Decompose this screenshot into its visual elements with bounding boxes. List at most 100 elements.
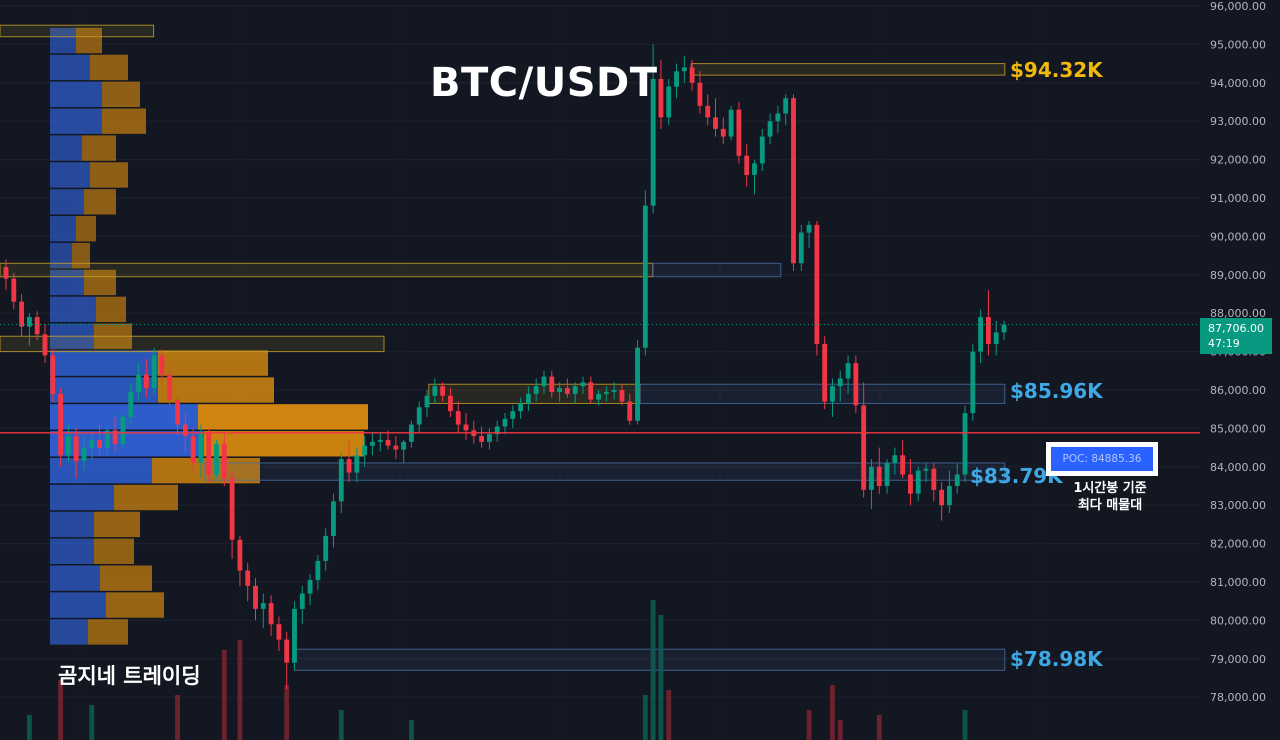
- axis-tick-label: 82,000.00: [1210, 538, 1266, 551]
- candle-body: [658, 78, 664, 118]
- candle-body: [307, 580, 313, 594]
- candle-body: [206, 432, 212, 475]
- candle-body: [720, 128, 726, 137]
- candle-body: [42, 334, 48, 356]
- level-label: $94.32K: [1010, 57, 1103, 82]
- volume-profile-buy-bar: [50, 377, 158, 403]
- candle-body: [175, 399, 180, 425]
- volume-profile-sell-bar: [102, 81, 140, 108]
- price-zone: [652, 262, 782, 278]
- price-axis[interactable]: 96,000.00 95,000.00 94,000.00 93,000.00 92,0…: [1210, 0, 1266, 704]
- volume-profile-buy-bar: [50, 54, 90, 81]
- axis-tick-label: 88,000.00: [1210, 307, 1266, 320]
- candle-body: [448, 395, 453, 412]
- candle-body: [65, 436, 71, 456]
- candle-body: [830, 386, 835, 402]
- candle-body: [502, 418, 508, 427]
- axis-tick-label: 94,000.00: [1210, 77, 1266, 90]
- axis-tick-label: 78,000.00: [1210, 691, 1266, 704]
- candle-body: [736, 109, 742, 156]
- candle-body: [190, 436, 196, 463]
- candle-body: [697, 82, 703, 106]
- volume-profile: [50, 27, 368, 645]
- volume-profile-buy-bar: [50, 108, 102, 134]
- candle-body: [557, 388, 562, 392]
- candle-body: [416, 407, 422, 425]
- candle-body: [728, 109, 734, 137]
- candle-body: [900, 455, 906, 475]
- volume-profile-buy-bar: [50, 27, 76, 54]
- candle-body: [11, 278, 17, 302]
- candle-body: [393, 445, 399, 450]
- axis-tick-label: 93,000.00: [1210, 115, 1266, 128]
- candle-body: [681, 67, 687, 72]
- candle-body: [354, 455, 360, 473]
- price-zone: [0, 24, 155, 38]
- candle-body: [705, 105, 711, 118]
- volume-profile-buy-bar: [50, 216, 76, 242]
- axis-tick-label: 80,000.00: [1210, 614, 1266, 627]
- price-zone: [0, 335, 385, 353]
- volume-bar: [642, 695, 648, 740]
- candle-body: [993, 332, 999, 344]
- candle-body: [401, 441, 407, 450]
- volume-profile-sell-bar: [90, 162, 128, 188]
- candle-body: [783, 98, 789, 114]
- watermark-label: 곰지네 트레이딩: [58, 664, 201, 688]
- volume-profile-buy-bar: [50, 538, 94, 564]
- candle-body: [923, 468, 929, 471]
- candle-body: [954, 474, 960, 486]
- level-label: $85.96K: [1010, 378, 1103, 403]
- candle-body: [603, 391, 609, 394]
- volume-bar: [837, 720, 843, 740]
- volume-profile-buy-bar: [50, 511, 94, 538]
- candle-body: [276, 624, 282, 640]
- candle-body: [861, 405, 867, 490]
- volume-profile-sell-bar: [84, 269, 116, 296]
- candle-body: [845, 363, 851, 379]
- axis-tick-label: 91,000.00: [1210, 192, 1266, 205]
- candle-body: [284, 639, 290, 663]
- volume-bar: [58, 680, 63, 740]
- level-label: $78.98K: [1010, 646, 1103, 671]
- candle-body: [744, 155, 750, 175]
- candle-body: [564, 388, 570, 394]
- candle-body: [596, 393, 601, 400]
- candle-body: [377, 439, 383, 442]
- candle-body: [260, 603, 266, 609]
- candle-body: [752, 163, 757, 175]
- candle-body: [588, 382, 594, 400]
- candle-body: [3, 267, 9, 279]
- candle-body: [915, 470, 921, 494]
- candle-body: [759, 136, 765, 164]
- candle-body: [315, 560, 321, 581]
- candle-body: [253, 585, 258, 609]
- volume-profile-sell-bar: [102, 108, 146, 134]
- candle-body: [34, 317, 40, 335]
- candle-body: [947, 486, 952, 506]
- candle-body: [510, 411, 516, 419]
- axis-tick-label: 79,000.00: [1210, 653, 1266, 666]
- volume-profile-sell-bar: [76, 27, 102, 54]
- axis-tick-label: 90,000.00: [1210, 230, 1266, 243]
- candle-body: [689, 67, 695, 83]
- candle-body: [580, 382, 586, 387]
- volume-profile-sell-bar: [94, 511, 140, 538]
- volume-bar: [666, 690, 672, 740]
- candle-body: [837, 378, 843, 387]
- candle-body: [806, 224, 812, 233]
- volume-profile-sell-bar: [72, 242, 90, 269]
- candle-body: [26, 317, 32, 327]
- volume-bar: [338, 710, 344, 740]
- price-zone: [0, 262, 654, 278]
- volume-profile-sell-bar: [88, 619, 128, 645]
- candle-body: [572, 386, 578, 394]
- price-zone: [293, 648, 1006, 671]
- volume-bar: [89, 705, 95, 740]
- volume-profile-sell-bar: [152, 457, 260, 484]
- candle-body: [112, 430, 118, 444]
- candle-body: [479, 436, 485, 442]
- volume-profile-sell-bar: [96, 296, 126, 323]
- candle-body: [518, 403, 524, 412]
- price-zone: [204, 462, 1006, 481]
